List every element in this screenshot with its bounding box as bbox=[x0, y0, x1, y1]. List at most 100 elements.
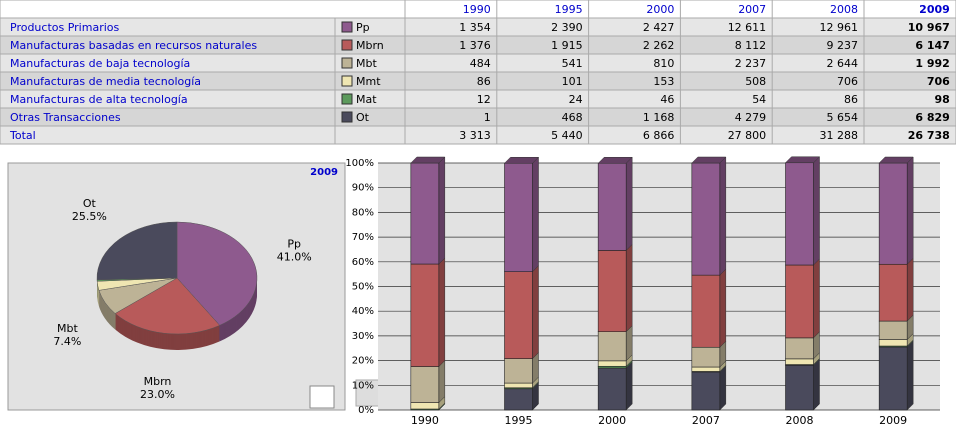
cell-value: 6 866 bbox=[643, 129, 675, 142]
cell-value: 2 237 bbox=[735, 57, 767, 70]
bar-top bbox=[411, 157, 445, 163]
cell-value: 468 bbox=[562, 111, 583, 124]
cell-value: 9 237 bbox=[827, 39, 859, 52]
row-name: Manufacturas de media tecnología bbox=[10, 75, 201, 88]
row-code: Mat bbox=[356, 93, 377, 106]
cell-value: 54 bbox=[752, 93, 766, 106]
pie-label: Pp bbox=[287, 237, 301, 250]
bar-side bbox=[907, 258, 913, 321]
cell-value: 1 168 bbox=[643, 111, 675, 124]
cell-value: 1 376 bbox=[459, 39, 491, 52]
bar-segment bbox=[692, 275, 720, 347]
x-tick-label: 2000 bbox=[598, 414, 626, 427]
bar-side bbox=[814, 157, 820, 265]
row-name: Otras Transacciones bbox=[10, 111, 121, 124]
cell-value: 541 bbox=[562, 57, 583, 70]
row-code: Mmt bbox=[356, 75, 381, 88]
y-tick-label: 30% bbox=[352, 331, 374, 342]
bar-segment bbox=[786, 338, 814, 359]
bar-segment bbox=[786, 265, 814, 338]
cell-value: 2 262 bbox=[643, 39, 675, 52]
cell-value: 3 313 bbox=[459, 129, 491, 142]
bar-segment bbox=[786, 163, 814, 265]
bar-side bbox=[533, 266, 539, 359]
pie-label: Ot bbox=[83, 197, 97, 210]
x-tick-label: 2008 bbox=[786, 414, 814, 427]
row-code: Pp bbox=[356, 21, 370, 34]
bar-top bbox=[692, 157, 726, 163]
row-code: Mbt bbox=[356, 57, 377, 70]
bar-side bbox=[720, 366, 726, 410]
bar-segment bbox=[598, 361, 626, 366]
color-swatch bbox=[342, 22, 352, 32]
bar-side bbox=[439, 258, 445, 367]
y-tick-label: 70% bbox=[352, 232, 374, 243]
pie-value-label: 25.5% bbox=[72, 210, 107, 223]
bar-segment bbox=[692, 163, 720, 275]
bar-segment bbox=[505, 389, 533, 410]
row-code: Mbrn bbox=[356, 39, 384, 52]
cell-value: 1 bbox=[484, 111, 491, 124]
cell-value: 706 bbox=[837, 75, 858, 88]
cell-value: 10 967 bbox=[908, 21, 950, 34]
x-tick-label: 2007 bbox=[692, 414, 720, 427]
bar-segment bbox=[692, 372, 720, 410]
bar-side bbox=[814, 259, 820, 338]
bar-top bbox=[598, 157, 632, 163]
row-code: Ot bbox=[356, 111, 370, 124]
bar-top bbox=[786, 157, 820, 163]
y-tick-label: 80% bbox=[352, 207, 374, 218]
bar-segment bbox=[411, 264, 439, 367]
bar-segment bbox=[598, 368, 626, 410]
cell-value: 2 390 bbox=[551, 21, 583, 34]
row-name: Manufacturas basadas en recursos natural… bbox=[10, 39, 257, 52]
x-tick-label: 1995 bbox=[505, 414, 533, 427]
icon-button[interactable] bbox=[310, 386, 334, 408]
cell-value: 31 288 bbox=[820, 129, 859, 142]
bar-side bbox=[626, 244, 632, 331]
column-header: 1990 bbox=[463, 3, 491, 16]
y-tick-label: 0% bbox=[358, 405, 374, 416]
bar-side bbox=[626, 157, 632, 250]
bar-side bbox=[907, 341, 913, 410]
bar-segment bbox=[505, 383, 533, 388]
bar-segment bbox=[411, 367, 439, 403]
bar-side bbox=[626, 362, 632, 410]
pie-label: Mbt bbox=[57, 322, 78, 335]
bar-segment bbox=[879, 340, 907, 346]
x-tick-label: 1990 bbox=[411, 414, 439, 427]
bar-segment bbox=[505, 163, 533, 271]
bar-side bbox=[720, 157, 726, 275]
cell-value: 4 279 bbox=[735, 111, 767, 124]
pie-value-label: 23.0% bbox=[140, 388, 175, 401]
bar-segment bbox=[692, 367, 720, 371]
cell-value: 98 bbox=[934, 93, 949, 106]
cell-value: 2 427 bbox=[643, 21, 675, 34]
cell-value: 12 bbox=[477, 93, 491, 106]
x-tick-label: 2009 bbox=[879, 414, 907, 427]
pie-value-label: 7.4% bbox=[53, 335, 81, 348]
cell-value: 101 bbox=[562, 75, 583, 88]
cell-value: 484 bbox=[470, 57, 491, 70]
cell-value: 706 bbox=[927, 75, 950, 88]
cell-value: 6 829 bbox=[915, 111, 949, 124]
cell-value: 153 bbox=[653, 75, 674, 88]
cell-value: 46 bbox=[660, 93, 674, 106]
bar-segment bbox=[786, 365, 814, 410]
color-swatch bbox=[342, 112, 352, 122]
bar-segment bbox=[598, 163, 626, 250]
column-header: 2007 bbox=[738, 3, 766, 16]
row-name: Manufacturas de baja tecnología bbox=[10, 57, 190, 70]
bar-side bbox=[439, 361, 445, 403]
cell-value: 5 654 bbox=[827, 111, 859, 124]
cell-value: 26 738 bbox=[908, 129, 950, 142]
y-tick-label: 40% bbox=[352, 306, 374, 317]
column-header: 2000 bbox=[646, 3, 674, 16]
bar-top bbox=[505, 157, 539, 163]
bar-segment bbox=[879, 163, 907, 264]
bar-segment bbox=[505, 272, 533, 359]
cell-value: 1 992 bbox=[915, 57, 949, 70]
pie-value-label: 41.0% bbox=[277, 250, 312, 263]
y-tick-label: 90% bbox=[352, 183, 374, 194]
